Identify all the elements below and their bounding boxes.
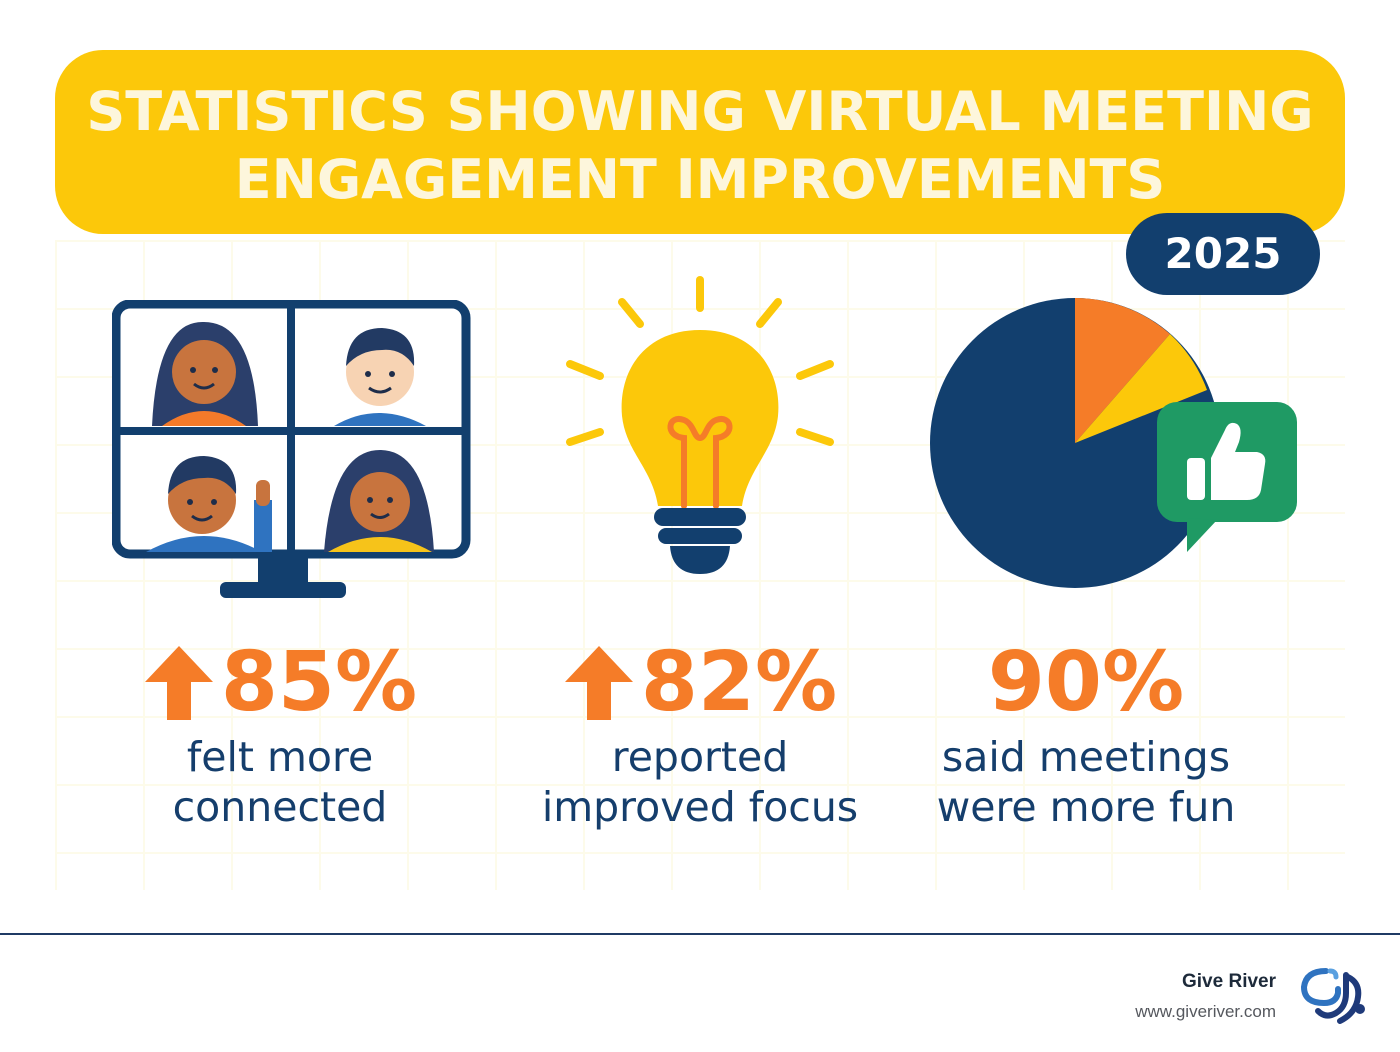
footer-divider [0,933,1400,935]
stat-value-row: 82% [490,638,910,728]
stat-description: said meetings were more fun [876,732,1296,832]
participant-avatar [334,328,426,426]
stat-value-row: 90% [876,638,1296,728]
title-line-1: STATISTICS SHOWING VIRTUAL MEETING [86,80,1314,143]
stat-value: 90% [987,635,1185,730]
participant-avatar [324,450,434,552]
stat-focus: 82% reported improved focus [490,638,910,832]
stat-description: felt more connected [70,732,490,832]
stat-description-line: reported [611,733,789,781]
brand-name: Give River [1182,971,1276,992]
stat-value: 85% [220,635,418,730]
pie-chart-thumbs-up-icon [930,298,1297,588]
participant-avatar [146,456,272,552]
stat-description-line: connected [172,783,388,831]
stat-connected: 85% felt more connected [70,638,490,832]
year-badge: 2025 [1126,213,1320,295]
up-arrow-icon [564,646,633,720]
title-banner [55,50,1345,234]
stat-description: reported improved focus [490,732,910,832]
stat-value-row: 85% [70,638,490,728]
title-line-2: ENGAGEMENT IMPROVEMENTS [234,148,1166,211]
lightbulb-icon [566,276,834,574]
brand-url[interactable]: www.giveriver.com [1135,1002,1276,1021]
participant-avatar [152,321,258,426]
up-arrow-icon [144,646,213,720]
thumbs-up-bubble [1157,402,1297,552]
stat-value: 82% [640,635,838,730]
stat-description-line: said meetings [941,733,1231,781]
stat-description-line: felt more [186,733,374,781]
video-call-monitor-icon [112,300,471,598]
stat-fun: 90% said meetings were more fun [876,638,1296,832]
give-river-logo [1300,968,1365,1024]
stat-description-line: were more fun [936,783,1236,831]
stat-description-line: improved focus [541,783,859,831]
page-title: STATISTICS SHOWING VIRTUAL MEETING ENGAG… [55,78,1345,214]
